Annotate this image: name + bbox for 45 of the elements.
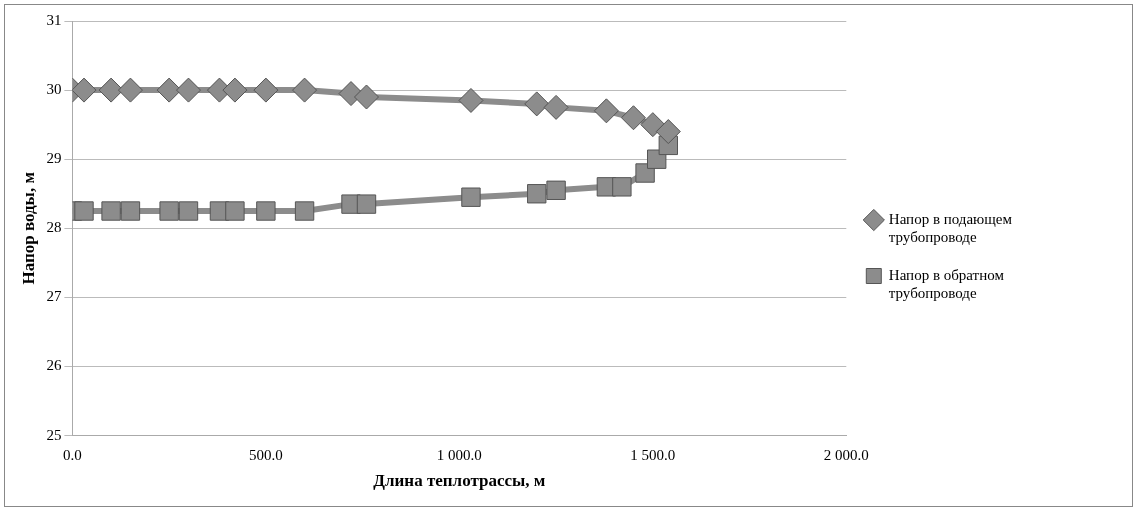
point xyxy=(655,119,681,145)
point xyxy=(72,77,97,103)
point xyxy=(353,84,379,110)
point xyxy=(527,184,547,204)
x-axis-title: Длина теплотрассы, м xyxy=(373,471,546,491)
x-tick-label: 1 000.0 xyxy=(436,446,482,463)
point xyxy=(640,112,666,138)
x-tick-label: 2 000.0 xyxy=(823,446,869,463)
x-tick-label: 1 500.0 xyxy=(630,446,676,463)
point xyxy=(175,77,201,103)
legend-label: Напор в подающем трубопроводе xyxy=(888,210,1013,245)
y-tick-label: 27 xyxy=(46,288,62,305)
point xyxy=(253,77,279,103)
point xyxy=(294,201,315,221)
point xyxy=(593,98,619,124)
y-tick-label: 30 xyxy=(46,81,62,98)
legend-label: Напор в обратном трубопроводе xyxy=(888,266,1005,301)
point xyxy=(356,194,377,214)
y-tick-label: 26 xyxy=(46,357,62,374)
y-tick-label: 28 xyxy=(46,219,62,236)
y-tick-label: 25 xyxy=(46,426,62,443)
y-tick-label: 31 xyxy=(46,11,62,28)
y-tick-label: 29 xyxy=(46,150,62,167)
point xyxy=(225,201,245,221)
x-tick-label: 0.0 xyxy=(63,446,82,463)
point xyxy=(156,77,182,103)
point xyxy=(461,187,481,207)
x-tick-label: 500.0 xyxy=(249,446,283,463)
point xyxy=(292,77,318,103)
point xyxy=(117,77,143,103)
point xyxy=(98,77,124,103)
point xyxy=(101,201,121,221)
point xyxy=(458,87,484,113)
point xyxy=(256,201,276,221)
point xyxy=(120,201,141,221)
point xyxy=(74,201,94,221)
point xyxy=(524,91,550,117)
point xyxy=(546,180,566,200)
point xyxy=(612,177,632,197)
point xyxy=(543,94,569,120)
y-axis-title: Напор воды, м xyxy=(18,171,38,285)
point xyxy=(178,201,199,221)
point xyxy=(159,201,179,221)
point xyxy=(620,105,646,131)
point xyxy=(222,77,248,103)
